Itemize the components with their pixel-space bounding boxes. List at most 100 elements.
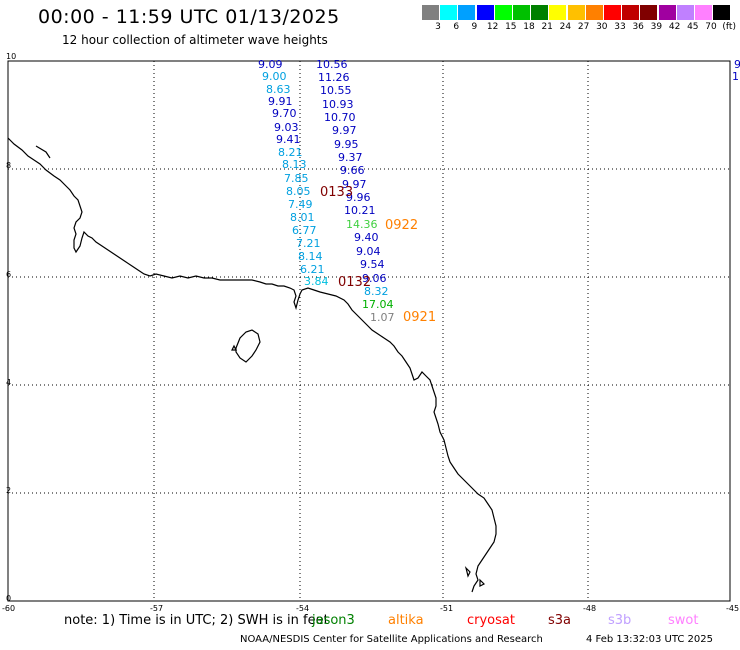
wave-height-label: 9.97 (332, 124, 357, 137)
scale-swatch (622, 5, 640, 20)
credit-text: NOAA/NESDIS Center for Satellite Applica… (240, 634, 543, 645)
scale-swatch (494, 5, 512, 20)
scale-swatch (476, 5, 494, 20)
scale-label: 36 (632, 22, 644, 32)
wave-height-label: 9.70 (272, 107, 297, 120)
islands-coast (464, 566, 486, 587)
timestamp-text: 4 Feb 13:32:03 UTC 2025 (586, 634, 713, 645)
wave-height-label: 11.26 (318, 71, 350, 84)
wave-height-label: 9.40 (354, 231, 379, 244)
pass-time-label: 0133 (320, 185, 353, 200)
scale-swatch (422, 5, 439, 20)
wave-height-label: 10.93 (322, 98, 354, 111)
wave-height-label: 8.63 (266, 83, 291, 96)
wave-height-label: 9.54 (360, 258, 385, 271)
latitude-label: 0 (6, 594, 11, 603)
wave-height-label: 9.91 (268, 95, 293, 108)
wave-height-label: 8.32 (364, 285, 389, 298)
wave-height-label: 17.04 (362, 298, 394, 311)
satellite-legend-item: s3b (608, 613, 632, 628)
longitude-label: -45 (726, 604, 739, 613)
map-frame (7, 60, 731, 602)
latitude-label: 6 (6, 270, 11, 279)
scale-swatch (458, 5, 476, 20)
wave-height-label: 9.41 (276, 133, 301, 146)
pass-time-label: 0922 (385, 218, 418, 233)
scale-swatch (604, 5, 621, 20)
page-subtitle: 12 hour collection of altimeter wave hei… (62, 33, 328, 47)
wave-height-label: 9.95 (334, 138, 359, 151)
wave-height-label: 8.01 (290, 211, 315, 224)
scale-swatch (531, 5, 549, 20)
wave-height-label: 8.21 (278, 146, 303, 159)
longitude-label: -51 (440, 604, 453, 613)
longitude-label: -60 (2, 604, 15, 613)
scale-label: 3 (435, 22, 441, 32)
wave-height-label: 9.04 (356, 245, 381, 258)
scale-swatch (549, 5, 567, 20)
pass-time-label: 0132 (338, 275, 371, 290)
page-title: 00:00 - 11:59 UTC 01/13/2025 (38, 6, 340, 28)
satellite-legend-item: cryosat (467, 613, 515, 628)
scale-swatch (640, 5, 658, 20)
latitude-label: 10 (6, 52, 16, 61)
latitude-label: 4 (6, 378, 11, 387)
scale-swatch (658, 5, 676, 20)
coastline (7, 137, 497, 593)
scale-swatch (676, 5, 694, 20)
latitude-labels: 10 8 6 4 2 0 (6, 52, 16, 603)
scale-label: 15 (505, 22, 517, 32)
wave-height-label: 6.77 (292, 224, 317, 237)
map-grid (8, 61, 730, 601)
wave-height-label: 7.49 (288, 198, 313, 211)
satellite-legend-item: jason3 (312, 613, 355, 628)
wave-height-label: 9.03 (274, 121, 299, 134)
scale-label: 33 (614, 22, 626, 32)
wave-height-label: 8.14 (298, 250, 323, 263)
wave-height-label: 1 (732, 70, 739, 83)
latitude-label: 2 (6, 486, 11, 495)
wave-height-label: 1.07 (370, 311, 395, 324)
wave-height-label: 8.13 (282, 158, 307, 171)
wave-height-label: 9 (734, 58, 740, 71)
scale-label: 70 (705, 22, 717, 32)
wave-height-label: 9.96 (346, 191, 371, 204)
scale-label: 27 (577, 22, 590, 32)
altimeter-tracks: 9.099.008.639.919.709.039.418.218.137.85… (258, 58, 740, 324)
wave-height-label: 9.97 (342, 178, 367, 191)
wave-height-label: 10.55 (320, 84, 352, 97)
wave-height-label: 10.21 (344, 204, 376, 217)
scale-label: 42 (668, 22, 681, 32)
scale-label: 12 (486, 22, 499, 32)
wave-height-label: 6.21 (300, 263, 325, 276)
scale-label: 39 (650, 22, 663, 32)
scale-swatch (585, 5, 603, 20)
wave-height-label: 7.85 (284, 172, 309, 185)
scale-label: 24 (559, 22, 572, 32)
wave-height-label: 10.56 (316, 58, 348, 71)
scale-label: 21 (541, 22, 553, 32)
wave-height-label: 3.84 (304, 275, 329, 288)
scale-label: 18 (523, 22, 535, 32)
wave-height-label: 7.21 (296, 237, 321, 250)
wave-height-label: 9.66 (340, 164, 365, 177)
satellite-legend-item: s3a (548, 613, 572, 628)
scale-swatch (713, 5, 731, 20)
longitude-label: -57 (150, 604, 163, 613)
coastline-venezuela-guyana (7, 137, 497, 593)
pass-time-label: 0921 (403, 310, 436, 325)
scale-label: 9 (471, 22, 478, 32)
scale-swatch (567, 5, 585, 20)
wave-height-label: 9.00 (262, 70, 287, 83)
wave-height-label: 14.36 (346, 218, 378, 231)
scale-swatch (513, 5, 530, 20)
scale-label: 30 (596, 22, 608, 32)
longitude-label: -48 (583, 604, 596, 613)
coastline-gulf-paria (35, 145, 51, 159)
scale-swatch (695, 5, 712, 20)
wave-height-label: 8.05 (286, 185, 311, 198)
latitude-label: 8 (6, 161, 11, 170)
scale-label: 6 (453, 22, 460, 32)
scale-swatch (440, 5, 458, 20)
